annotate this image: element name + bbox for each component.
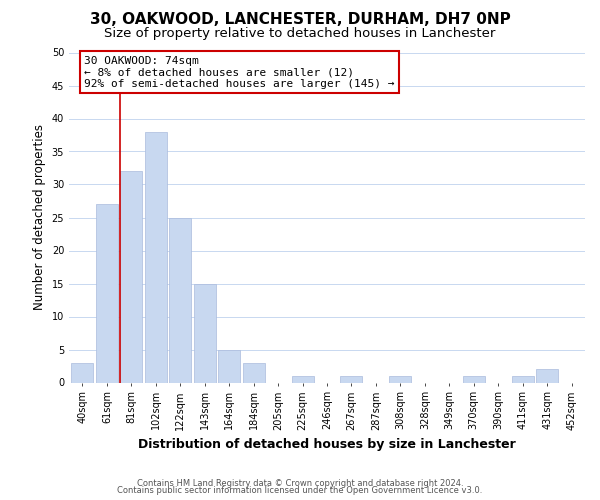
Text: 30 OAKWOOD: 74sqm
← 8% of detached houses are smaller (12)
92% of semi-detached : 30 OAKWOOD: 74sqm ← 8% of detached house… (85, 56, 395, 89)
Bar (389, 376, 412, 382)
Bar (512, 376, 533, 382)
Bar (340, 376, 362, 382)
Bar (218, 350, 240, 382)
Text: Size of property relative to detached houses in Lanchester: Size of property relative to detached ho… (104, 28, 496, 40)
Bar (292, 376, 314, 382)
X-axis label: Distribution of detached houses by size in Lanchester: Distribution of detached houses by size … (138, 438, 516, 451)
Bar (96, 204, 118, 382)
Bar (194, 284, 216, 382)
Bar (145, 132, 167, 382)
Bar (169, 218, 191, 382)
Text: Contains HM Land Registry data © Crown copyright and database right 2024.: Contains HM Land Registry data © Crown c… (137, 478, 463, 488)
Bar (463, 376, 485, 382)
Y-axis label: Number of detached properties: Number of detached properties (33, 124, 46, 310)
Bar (121, 172, 142, 382)
Text: 30, OAKWOOD, LANCHESTER, DURHAM, DH7 0NP: 30, OAKWOOD, LANCHESTER, DURHAM, DH7 0NP (89, 12, 511, 28)
Bar (242, 362, 265, 382)
Text: Contains public sector information licensed under the Open Government Licence v3: Contains public sector information licen… (118, 486, 482, 495)
Bar (71, 362, 94, 382)
Bar (536, 370, 558, 382)
